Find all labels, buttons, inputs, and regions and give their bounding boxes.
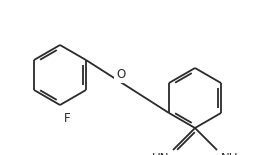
Text: O: O (116, 68, 125, 81)
Text: HN: HN (151, 152, 169, 155)
Text: F: F (64, 112, 71, 125)
Text: NH₂: NH₂ (221, 152, 243, 155)
